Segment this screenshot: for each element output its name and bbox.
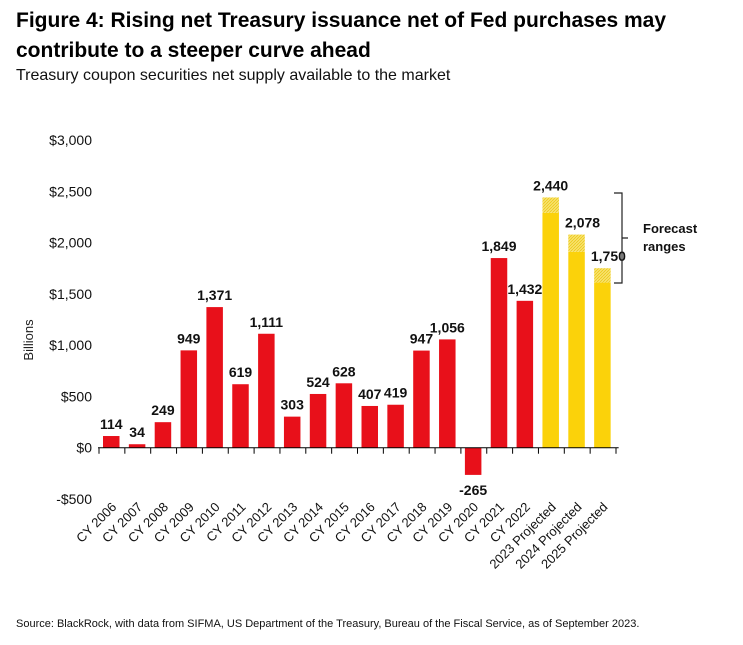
data-label: 2,440 bbox=[533, 177, 568, 193]
data-label: 114 bbox=[100, 416, 123, 432]
bar bbox=[464, 447, 482, 475]
y-tick-label: $0 bbox=[76, 440, 92, 456]
data-label: 619 bbox=[229, 364, 253, 380]
bar bbox=[439, 339, 456, 448]
data-label: 524 bbox=[306, 374, 330, 390]
data-label: 249 bbox=[151, 402, 175, 418]
bar bbox=[413, 350, 430, 448]
bar-forecast-range bbox=[568, 234, 585, 252]
annotation-text: ranges bbox=[643, 239, 686, 254]
bars bbox=[103, 197, 611, 475]
y-axis-label: Billions bbox=[21, 319, 36, 361]
data-label: 34 bbox=[129, 424, 145, 440]
data-label: -265 bbox=[459, 482, 487, 498]
bar bbox=[361, 405, 378, 448]
y-tick-label: $2,000 bbox=[49, 235, 92, 251]
y-tick-label: $1,000 bbox=[49, 337, 92, 353]
forecast-bracket bbox=[614, 192, 628, 284]
data-label: 407 bbox=[358, 386, 382, 402]
y-tick-label: -$500 bbox=[56, 491, 92, 507]
bar bbox=[309, 393, 327, 448]
bar bbox=[258, 333, 275, 448]
bar-projected bbox=[542, 212, 559, 448]
bar bbox=[103, 436, 120, 448]
y-tick-label: $3,000 bbox=[49, 132, 92, 148]
data-label: 1,056 bbox=[430, 319, 465, 335]
annotation-text: Forecast bbox=[643, 221, 698, 236]
y-tick-label: $2,500 bbox=[49, 183, 92, 199]
bar bbox=[387, 404, 404, 448]
data-label: 1,111 bbox=[250, 314, 284, 330]
source-note: Source: BlackRock, with data from SIFMA,… bbox=[16, 618, 640, 630]
bar-chart: Billions $3,000$2,500$2,000$1,500$1,000$… bbox=[21, 132, 698, 572]
bar bbox=[154, 422, 172, 448]
bar-projected bbox=[568, 251, 585, 448]
y-tick-label: $1,500 bbox=[49, 286, 92, 302]
data-label: 628 bbox=[332, 363, 356, 379]
y-tick-label: $500 bbox=[61, 388, 92, 404]
bar bbox=[232, 384, 249, 448]
chart-title: Figure 4: Rising net Treasury issuance n… bbox=[16, 9, 667, 62]
bar-forecast-range bbox=[594, 268, 611, 283]
bar-forecast-range bbox=[542, 197, 559, 213]
data-label: 419 bbox=[384, 385, 408, 401]
data-label: 947 bbox=[410, 331, 434, 347]
data-label: 1,371 bbox=[197, 287, 232, 303]
data-label: 1,432 bbox=[507, 281, 542, 297]
bar bbox=[283, 416, 301, 448]
bar bbox=[180, 350, 198, 448]
bar bbox=[128, 444, 146, 448]
y-axis: $3,000 $2,500 $2,000 $1,500 $1,000 $500 $0 -$50… bbox=[49, 132, 92, 507]
data-label: 2,078 bbox=[565, 215, 600, 231]
forecast-ranges-annotation: Forecast ranges bbox=[614, 192, 698, 284]
data-label: 949 bbox=[177, 330, 201, 346]
bar bbox=[335, 383, 353, 448]
chart-subtitle: Treasury coupon securities net supply av… bbox=[16, 67, 451, 84]
data-label: 1,750 bbox=[591, 248, 626, 264]
bar bbox=[490, 258, 508, 448]
bar bbox=[206, 307, 223, 448]
data-label: 303 bbox=[281, 397, 305, 413]
data-label: 1,849 bbox=[481, 238, 516, 254]
bar-projected bbox=[594, 282, 611, 448]
bar bbox=[516, 300, 534, 448]
